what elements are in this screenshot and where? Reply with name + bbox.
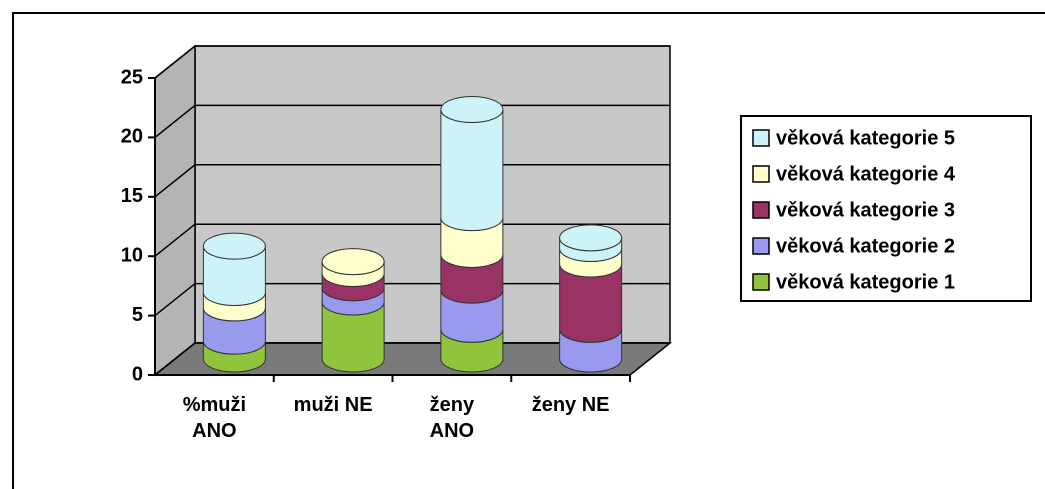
legend-label: věková kategorie 3 [776, 199, 955, 221]
x-tick-label: ženy ANO [429, 394, 475, 442]
y-tick-label: 20 [121, 126, 143, 148]
x-tick-label: muži NE [293, 394, 373, 416]
legend-label: věková kategorie 4 [776, 163, 956, 185]
cylinder-segment [440, 109, 504, 232]
legend-label: věková kategorie 2 [776, 235, 955, 257]
y-tick-label: 0 [132, 363, 143, 385]
grid-line [154, 342, 670, 376]
legend-swatch [752, 237, 770, 255]
grid-line [154, 223, 670, 257]
legend-swatch [752, 273, 770, 291]
x-tick-label: %muži ANO [182, 394, 247, 442]
grid-line [154, 164, 670, 198]
legend-swatch [752, 129, 770, 147]
cylinder-top [202, 232, 266, 260]
legend-label: věková kategorie 1 [776, 271, 955, 293]
legend-label: věková kategorie 5 [776, 127, 955, 149]
legend-swatch [752, 201, 770, 219]
cylinder-top [440, 96, 504, 124]
grid-line [154, 104, 670, 138]
y-tick-label: 10 [121, 244, 143, 266]
side-wall [154, 44, 196, 377]
legend-box [740, 115, 1032, 302]
frame [12, 12, 1045, 489]
grid-line [154, 282, 670, 317]
legend-swatch [752, 165, 770, 183]
grid-line [154, 45, 670, 79]
y-tick-label: 15 [121, 185, 143, 207]
y-tick-label: 25 [121, 66, 143, 88]
x-tick-label: ženy NE [531, 394, 610, 416]
cylinder-top [321, 248, 385, 276]
cylinder-top [559, 224, 623, 252]
y-tick-label: 5 [132, 304, 143, 326]
